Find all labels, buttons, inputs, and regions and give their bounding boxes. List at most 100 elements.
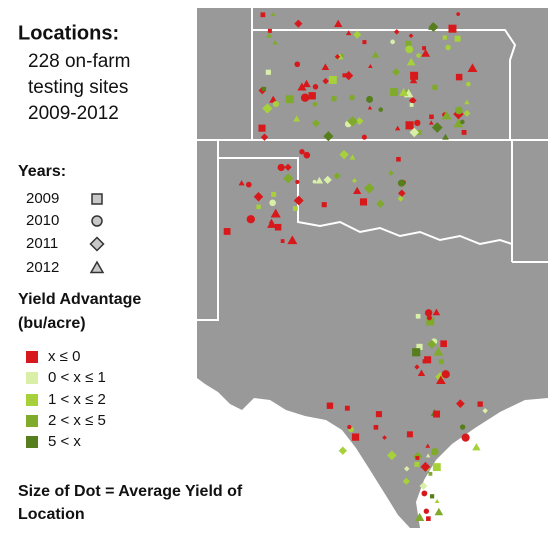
yield-label: 2 < x ≤ 5: [48, 412, 106, 429]
site-dot: [322, 77, 329, 85]
site-dot: [287, 235, 298, 245]
year-symbol: [91, 193, 103, 205]
site-dot: [349, 94, 355, 101]
yield-swatch: [26, 415, 38, 427]
site-dot: [268, 218, 274, 224]
year-label: 2010: [26, 212, 59, 229]
site-dot: [353, 30, 362, 39]
site-dot: [303, 151, 311, 159]
site-dot: [397, 195, 404, 202]
year-label: 2012: [26, 259, 59, 276]
site-dot: [349, 154, 356, 160]
site-dot: [344, 405, 350, 411]
year-symbol: [89, 260, 105, 274]
site-dot: [406, 57, 416, 66]
site-dot: [368, 63, 373, 68]
border: [218, 157, 513, 262]
site-dot: [280, 239, 285, 243]
site-dot: [269, 199, 276, 207]
site-dot: [269, 95, 278, 103]
locations-line: testing sites: [28, 77, 128, 98]
yield-label: x ≤ 0: [48, 348, 80, 365]
year-label: 2009: [26, 190, 59, 207]
map: [197, 8, 548, 528]
site-dot: [353, 186, 362, 195]
site-dot: [431, 122, 443, 133]
yield-swatch: [26, 351, 38, 363]
site-dot: [339, 149, 349, 160]
site-dot: [416, 343, 423, 351]
site-dot: [258, 124, 266, 132]
site-dot: [277, 163, 285, 172]
site-dot: [416, 53, 421, 58]
years-title: Years:: [18, 163, 66, 180]
site-dot: [422, 46, 427, 51]
site-dot: [271, 191, 277, 197]
site-dot: [408, 33, 414, 39]
site-dot: [414, 364, 420, 370]
site-dot: [398, 189, 406, 198]
site-dot: [405, 45, 414, 54]
site-dot: [428, 120, 434, 125]
border: [197, 140, 219, 321]
site-dot: [432, 463, 441, 472]
site-dot: [453, 118, 464, 128]
site-dot: [256, 204, 261, 210]
site-dot: [409, 127, 420, 138]
site-dot: [272, 100, 280, 108]
site-dots: [223, 11, 488, 521]
site-dot: [429, 494, 435, 499]
site-dot: [442, 35, 447, 40]
site-dot: [464, 99, 470, 105]
size-note: Size of Dot = Average Yield of: [18, 483, 243, 500]
site-dot: [334, 54, 341, 60]
yield-title: Yield Advantage: [18, 291, 141, 308]
yield-swatch: [26, 372, 38, 384]
locations-line: 2009-2012: [28, 103, 119, 124]
site-dot: [454, 106, 463, 115]
site-dot: [294, 19, 303, 28]
yield-label: 1 < x ≤ 2: [48, 391, 106, 408]
site-dot: [404, 466, 410, 472]
site-dot: [441, 370, 450, 379]
site-dot: [426, 516, 431, 521]
site-dot: [397, 179, 406, 187]
site-dot: [375, 411, 382, 418]
site-dot: [414, 512, 425, 521]
site-dot: [312, 84, 319, 90]
site-dot: [424, 356, 432, 364]
site-dot: [347, 116, 358, 127]
year-symbol: [89, 236, 105, 252]
site-dot: [393, 29, 400, 35]
site-dot: [315, 176, 324, 184]
site-dot: [467, 63, 478, 73]
site-dot: [399, 87, 409, 96]
site-dot: [267, 28, 272, 33]
site-dot: [331, 96, 337, 102]
site-dot: [347, 424, 352, 430]
site-dot: [352, 178, 357, 184]
site-dot: [432, 308, 441, 316]
site-dot: [308, 92, 316, 100]
site-dot: [334, 19, 343, 27]
site-dot: [410, 71, 419, 80]
site-dot: [270, 11, 276, 16]
site-dot: [428, 22, 439, 32]
site-dot: [472, 443, 481, 451]
site-dot: [390, 39, 395, 45]
site-dot: [283, 173, 294, 184]
site-dot: [265, 69, 271, 75]
site-dot: [382, 435, 387, 440]
size-note: Location: [18, 506, 85, 523]
site-dot: [293, 115, 301, 122]
site-dot: [419, 482, 428, 490]
site-dot: [312, 179, 317, 184]
site-dot: [292, 206, 298, 211]
site-dot: [396, 156, 401, 162]
site-dot: [433, 410, 441, 418]
site-dot: [272, 39, 278, 45]
site-dot: [362, 40, 367, 45]
site-dot: [405, 40, 412, 47]
site-dot: [338, 446, 347, 455]
